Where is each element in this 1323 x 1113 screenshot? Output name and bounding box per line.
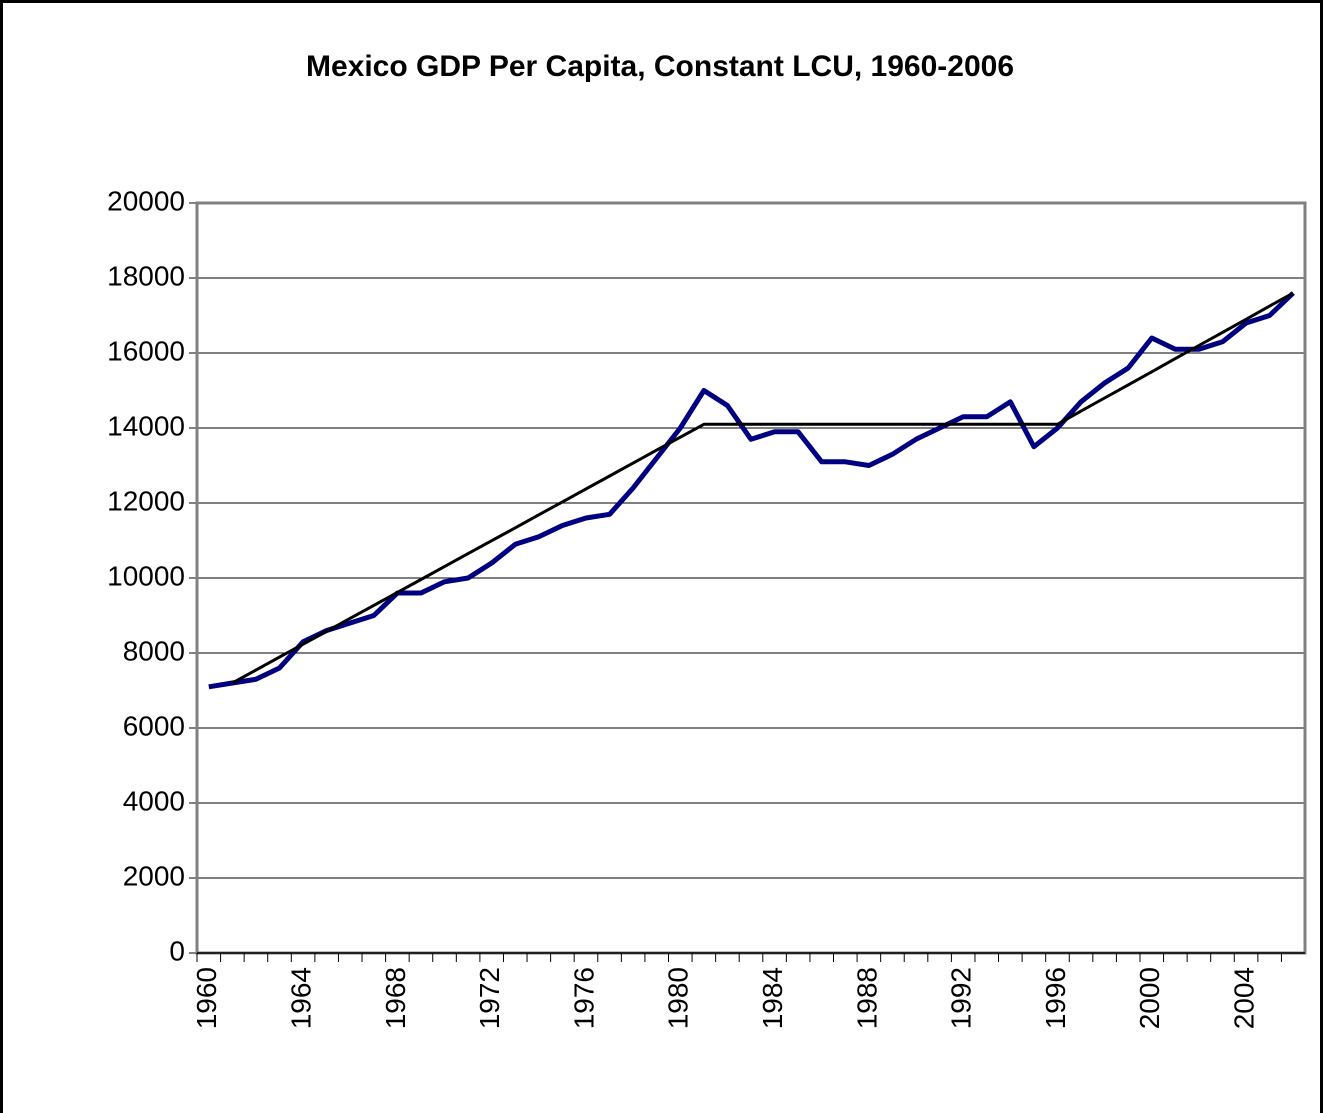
x-tick-label: 1988 <box>851 967 882 1029</box>
chart-title: Mexico GDP Per Capita, Constant LCU, 196… <box>306 50 1014 83</box>
y-tick-label: 18000 <box>107 260 185 291</box>
y-tick-label: 6000 <box>123 710 185 741</box>
y-tick-label: 2000 <box>123 860 185 891</box>
y-tick-label: 0 <box>169 935 185 966</box>
y-tick-label: 12000 <box>107 485 185 516</box>
x-tick-label: 1976 <box>568 967 599 1029</box>
x-tick-label: 2004 <box>1228 967 1259 1029</box>
series-line <box>231 291 1294 685</box>
y-tick-label: 10000 <box>107 560 185 591</box>
x-tick-label: 1972 <box>474 967 505 1029</box>
x-tick-label: 1992 <box>946 967 977 1029</box>
x-tick-label: 1996 <box>1040 967 1071 1029</box>
x-tick-label: 2000 <box>1134 967 1165 1029</box>
y-tick-label: 16000 <box>107 335 185 366</box>
x-tick-label: 1980 <box>663 967 694 1029</box>
x-tick-label: 1960 <box>191 967 222 1029</box>
y-tick-label: 8000 <box>123 635 185 666</box>
y-tick-label: 14000 <box>107 410 185 441</box>
x-tick-label: 1964 <box>285 967 316 1029</box>
x-tick-label: 1984 <box>757 967 788 1029</box>
series-line <box>208 291 1295 690</box>
y-tick-label: 20000 <box>107 185 185 216</box>
y-tick-label: 4000 <box>123 785 185 816</box>
x-tick-label: 1968 <box>380 967 411 1029</box>
